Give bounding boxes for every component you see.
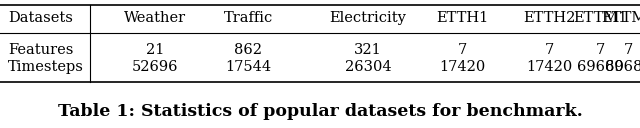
Text: 7: 7 bbox=[545, 43, 554, 57]
Text: 7: 7 bbox=[458, 43, 467, 57]
Text: Datasets: Datasets bbox=[8, 11, 73, 25]
Text: Traffic: Traffic bbox=[223, 11, 273, 25]
Text: 17420: 17420 bbox=[526, 60, 572, 74]
Text: Features: Features bbox=[8, 43, 74, 57]
Text: ETTM2: ETTM2 bbox=[601, 11, 640, 25]
Text: Table 1: Statistics of popular datasets for benchmark.: Table 1: Statistics of popular datasets … bbox=[58, 104, 582, 120]
Text: ETTH1: ETTH1 bbox=[436, 11, 488, 25]
Text: 7: 7 bbox=[595, 43, 605, 57]
Text: Timesteps: Timesteps bbox=[8, 60, 84, 74]
Text: 69680: 69680 bbox=[605, 60, 640, 74]
Text: 321: 321 bbox=[354, 43, 382, 57]
Text: 17420: 17420 bbox=[439, 60, 485, 74]
Text: 69680: 69680 bbox=[577, 60, 623, 74]
Text: 26304: 26304 bbox=[345, 60, 391, 74]
Text: Weather: Weather bbox=[124, 11, 186, 25]
Text: 7: 7 bbox=[623, 43, 632, 57]
Text: 52696: 52696 bbox=[132, 60, 179, 74]
Text: 862: 862 bbox=[234, 43, 262, 57]
Text: ETTM1: ETTM1 bbox=[573, 11, 627, 25]
Text: 21: 21 bbox=[146, 43, 164, 57]
Text: Electricity: Electricity bbox=[330, 11, 406, 25]
Text: ETTH2: ETTH2 bbox=[523, 11, 575, 25]
Text: 17544: 17544 bbox=[225, 60, 271, 74]
